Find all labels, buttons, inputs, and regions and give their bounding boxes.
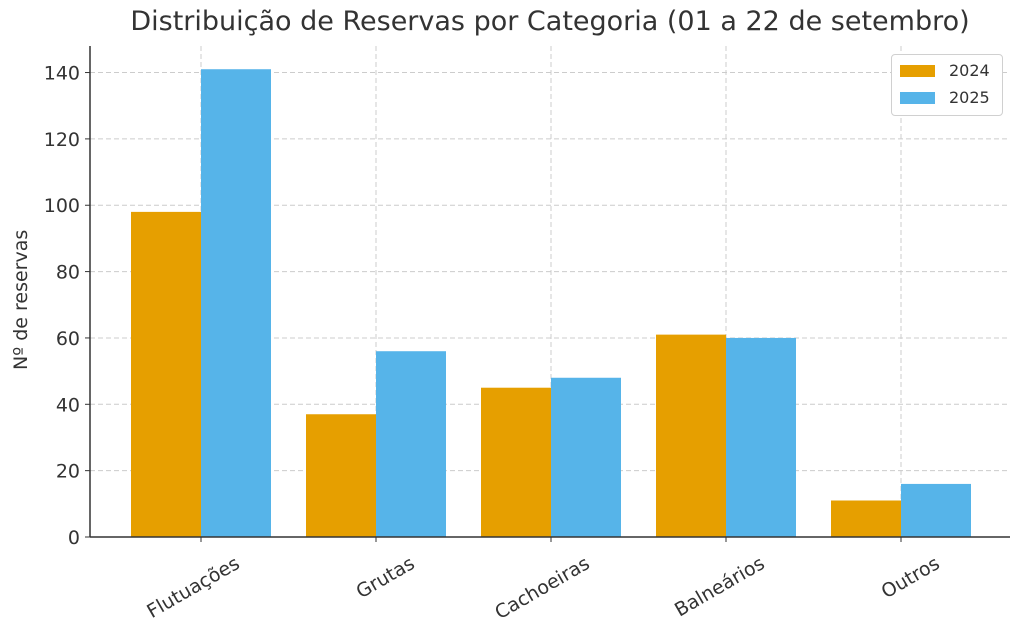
legend-label-2024: 2024 [949,61,990,80]
legend-item-2025: 2025 [900,88,990,107]
x-tick-label: Flutuações [143,552,243,623]
bar-2025-0 [201,69,271,538]
y-tick-label: 60 [56,328,80,350]
bar-2024-4 [831,500,901,537]
y-tick-label: 120 [44,129,80,151]
y-tick-label: 100 [44,195,80,217]
legend-swatch-2025 [900,91,935,104]
y-tick-label: 40 [56,394,80,416]
chart-title: Distribuição de Reservas por Categoria (… [130,6,970,37]
x-tick-label: Grutas [352,552,418,603]
y-tick-label: 0 [68,527,80,549]
bar-2024-3 [656,334,726,537]
legend-swatch-2024 [900,64,935,77]
legend-label-2025: 2025 [949,88,990,107]
x-tick-label: Cachoeiras [491,552,593,624]
y-tick-label: 80 [56,262,80,284]
y-tick-label: 20 [56,461,80,483]
x-tick-label: Outros [878,552,944,603]
bar-2025-4 [901,483,971,537]
bar-2025-2 [551,377,621,537]
bar-2025-1 [376,351,446,537]
legend-item-2024: 2024 [900,61,990,80]
bar-2024-2 [481,387,551,537]
y-tick-label: 140 [44,63,80,85]
legend: 2024 2025 [891,54,1003,116]
bar-2024-0 [131,211,201,538]
bar-2025-3 [726,337,796,537]
bar-2024-1 [306,414,376,537]
x-tick-label: Balneários [671,552,769,621]
